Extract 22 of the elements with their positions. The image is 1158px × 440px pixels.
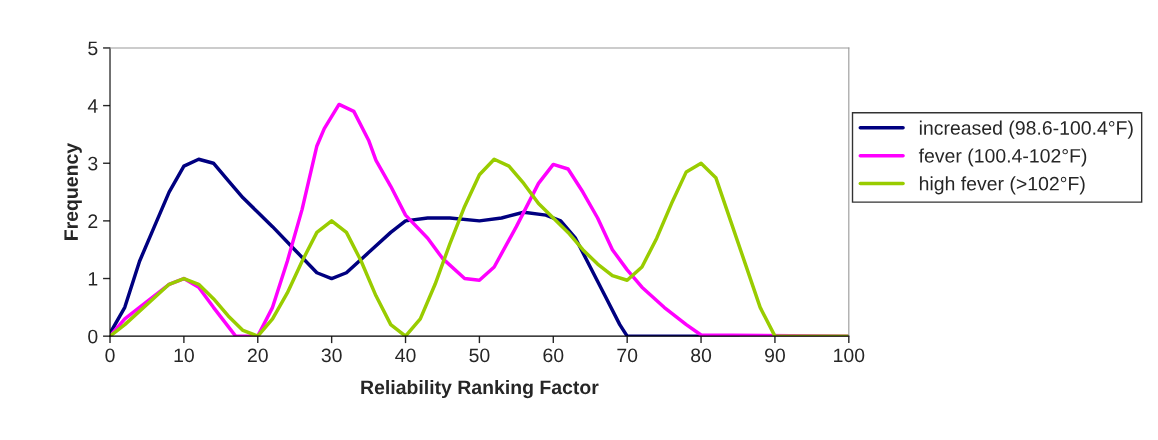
y-tick-label: 1 (88, 272, 98, 286)
x-axis-title: Reliability Ranking Factor (361, 379, 599, 399)
x-tick-label: 60 (543, 348, 564, 363)
x-tick-label: 20 (247, 348, 268, 363)
y-tick-label: 2 (88, 214, 98, 228)
x-tick-label: 80 (691, 348, 712, 363)
x-tick-label: 30 (321, 348, 342, 363)
legend-label: increased (98.6-100.4°F) (919, 120, 1133, 139)
legend-label: high fever (>102°F) (919, 176, 1085, 195)
x-tick-label: 90 (765, 348, 785, 363)
legend-label: fever (100.4-102°F) (918, 148, 1087, 167)
x-tick-label: 0 (105, 348, 115, 363)
y-axis-title: Frequency (64, 142, 82, 240)
x-tick-label: 10 (174, 348, 194, 363)
x-tick-label: 100 (834, 348, 865, 363)
y-tick-label: 0 (88, 329, 98, 344)
x-tick-label: 50 (469, 348, 490, 363)
y-tick-label: 4 (87, 99, 98, 113)
x-tick-label: 70 (617, 348, 638, 363)
x-tick-label: 40 (395, 348, 416, 363)
y-tick-label: 5 (88, 41, 98, 56)
y-tick-label: 3 (88, 156, 98, 171)
